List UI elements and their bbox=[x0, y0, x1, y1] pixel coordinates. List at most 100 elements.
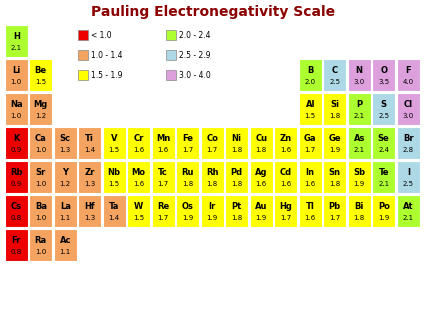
Text: 1.1: 1.1 bbox=[60, 216, 71, 222]
Bar bbox=[299, 195, 322, 227]
Text: K: K bbox=[13, 134, 20, 143]
Text: 1.9: 1.9 bbox=[207, 216, 218, 222]
Text: Sc: Sc bbox=[60, 134, 71, 143]
Text: Ge: Ge bbox=[328, 134, 341, 143]
Bar bbox=[348, 59, 371, 91]
Bar bbox=[127, 127, 150, 159]
Bar bbox=[5, 195, 28, 227]
Bar bbox=[299, 59, 322, 91]
Text: 1.0 - 1.4: 1.0 - 1.4 bbox=[91, 51, 123, 59]
Text: Ti: Ti bbox=[85, 134, 94, 143]
Bar bbox=[103, 127, 126, 159]
Text: Sr: Sr bbox=[36, 168, 46, 177]
Bar bbox=[54, 195, 77, 227]
Text: Rb: Rb bbox=[10, 168, 23, 177]
Bar bbox=[29, 161, 52, 193]
Text: Zr: Zr bbox=[85, 168, 95, 177]
Bar bbox=[201, 195, 224, 227]
Bar bbox=[5, 93, 28, 125]
Text: Ni: Ni bbox=[232, 134, 242, 143]
Bar bbox=[397, 93, 420, 125]
Bar bbox=[166, 30, 176, 40]
Bar bbox=[54, 229, 77, 261]
Text: 1.9: 1.9 bbox=[329, 148, 340, 154]
Bar bbox=[274, 161, 297, 193]
Text: Pd: Pd bbox=[231, 168, 243, 177]
Text: F: F bbox=[406, 66, 411, 76]
Bar bbox=[176, 127, 199, 159]
Text: Os: Os bbox=[182, 203, 194, 211]
Text: N: N bbox=[356, 66, 363, 76]
Bar bbox=[103, 161, 126, 193]
Text: Ta: Ta bbox=[109, 203, 119, 211]
Text: H: H bbox=[13, 33, 20, 41]
Text: Ca: Ca bbox=[35, 134, 46, 143]
Text: Mg: Mg bbox=[34, 100, 48, 109]
Text: 1.6: 1.6 bbox=[305, 181, 316, 187]
Bar bbox=[78, 70, 88, 80]
Bar bbox=[299, 127, 322, 159]
Bar bbox=[250, 127, 273, 159]
Bar bbox=[176, 195, 199, 227]
Text: 1.7: 1.7 bbox=[329, 216, 340, 222]
Text: 2.5: 2.5 bbox=[403, 181, 414, 187]
Text: 2.1: 2.1 bbox=[403, 216, 414, 222]
Text: 0.8: 0.8 bbox=[11, 249, 22, 255]
Text: Nb: Nb bbox=[108, 168, 121, 177]
Bar bbox=[348, 195, 371, 227]
Bar bbox=[372, 59, 395, 91]
Text: Pt: Pt bbox=[232, 203, 242, 211]
Text: Y: Y bbox=[62, 168, 68, 177]
Text: Fr: Fr bbox=[12, 236, 21, 246]
Text: Cs: Cs bbox=[11, 203, 22, 211]
Bar bbox=[5, 59, 28, 91]
Bar bbox=[176, 161, 199, 193]
Bar bbox=[78, 195, 101, 227]
Text: Na: Na bbox=[10, 100, 23, 109]
Text: 2.1: 2.1 bbox=[11, 46, 22, 52]
Text: 1.8: 1.8 bbox=[231, 216, 242, 222]
Bar bbox=[78, 127, 101, 159]
Text: Cu: Cu bbox=[255, 134, 267, 143]
Text: 1.9: 1.9 bbox=[354, 181, 365, 187]
Text: 1.6: 1.6 bbox=[256, 181, 267, 187]
Text: 1.7: 1.7 bbox=[207, 148, 218, 154]
Bar bbox=[152, 161, 175, 193]
Text: B: B bbox=[307, 66, 314, 76]
Bar bbox=[323, 59, 346, 91]
Text: Ba: Ba bbox=[35, 203, 47, 211]
Bar bbox=[372, 195, 395, 227]
Bar bbox=[29, 127, 52, 159]
Text: P: P bbox=[356, 100, 362, 109]
Text: 1.1: 1.1 bbox=[60, 249, 71, 255]
Text: Pb: Pb bbox=[329, 203, 341, 211]
Text: S: S bbox=[381, 100, 387, 109]
Text: Ra: Ra bbox=[35, 236, 47, 246]
Bar bbox=[166, 50, 176, 60]
Text: 3.0 - 4.0: 3.0 - 4.0 bbox=[179, 70, 211, 80]
Text: 1.9: 1.9 bbox=[378, 216, 389, 222]
Text: 1.8: 1.8 bbox=[329, 113, 340, 119]
Text: 1.5: 1.5 bbox=[305, 113, 316, 119]
Text: 1.5: 1.5 bbox=[109, 148, 120, 154]
Text: 1.6: 1.6 bbox=[280, 181, 291, 187]
Text: 1.6: 1.6 bbox=[280, 148, 291, 154]
Bar bbox=[5, 25, 28, 57]
Bar bbox=[152, 195, 175, 227]
Bar bbox=[299, 161, 322, 193]
Text: La: La bbox=[60, 203, 71, 211]
Text: C: C bbox=[332, 66, 338, 76]
Bar bbox=[5, 161, 28, 193]
Bar bbox=[78, 161, 101, 193]
Text: In: In bbox=[306, 168, 315, 177]
Text: Tc: Tc bbox=[158, 168, 168, 177]
Text: Ag: Ag bbox=[255, 168, 268, 177]
Bar bbox=[201, 161, 224, 193]
Text: 2.5 - 2.9: 2.5 - 2.9 bbox=[179, 51, 210, 59]
Text: Cl: Cl bbox=[404, 100, 413, 109]
Text: 1.0: 1.0 bbox=[11, 80, 22, 86]
Text: Rh: Rh bbox=[206, 168, 219, 177]
Text: I: I bbox=[407, 168, 410, 177]
Text: Mn: Mn bbox=[156, 134, 170, 143]
Text: 1.8: 1.8 bbox=[207, 181, 218, 187]
